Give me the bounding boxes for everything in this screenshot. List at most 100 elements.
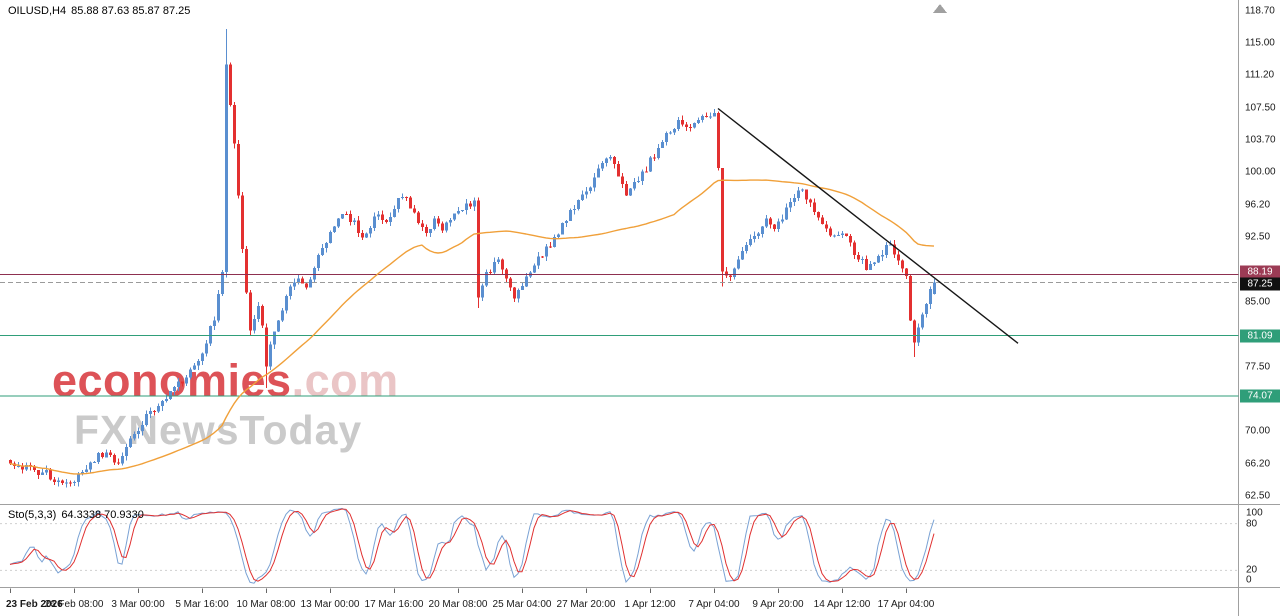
candle — [553, 234, 556, 248]
stochastic-title: Sto(5,3,3) 64.3338 70.9330 — [8, 509, 144, 521]
candle-body — [345, 214, 348, 215]
candle-body — [929, 289, 932, 305]
candle — [513, 286, 516, 303]
candle-body — [321, 248, 324, 255]
candle — [409, 196, 412, 209]
candle — [541, 256, 544, 258]
candle — [125, 444, 128, 461]
candle — [273, 331, 276, 349]
candle — [837, 231, 840, 236]
candle — [113, 453, 116, 465]
candle-body — [277, 320, 280, 332]
candle-body — [301, 278, 304, 284]
scroll-to-end-icon[interactable] — [933, 4, 947, 13]
candle-body — [477, 200, 480, 298]
candle-body — [281, 310, 284, 321]
symbol-timeframe: OILUSD,H4 — [8, 5, 67, 17]
candle-body — [205, 343, 208, 354]
candle — [305, 282, 308, 290]
stochastic-panel[interactable] — [0, 507, 1239, 584]
candle — [601, 161, 604, 171]
candle-body — [589, 187, 592, 192]
candle — [457, 206, 460, 215]
candle — [809, 198, 812, 208]
candle — [69, 480, 72, 487]
candle-body — [821, 217, 824, 225]
candle — [697, 117, 700, 124]
candle — [137, 427, 140, 439]
candle-body — [925, 304, 928, 315]
candle-body — [673, 129, 676, 133]
candle — [677, 117, 680, 132]
chart-title: OILUSD,H4 85.88 87.63 85.87 87.25 — [8, 5, 190, 17]
candle — [525, 273, 528, 287]
candle — [681, 115, 684, 127]
trendline[interactable] — [717, 107, 1019, 344]
candle — [149, 407, 152, 418]
candle — [721, 167, 724, 287]
candle — [65, 479, 68, 488]
candle — [117, 458, 120, 465]
candle-body — [69, 482, 72, 484]
candle — [921, 312, 924, 330]
candle-body — [413, 208, 416, 213]
candle — [701, 114, 704, 123]
candle-body — [97, 453, 100, 462]
candle-body — [473, 200, 476, 207]
candle-body — [341, 214, 344, 219]
candle-body — [193, 365, 196, 370]
candle-body — [637, 181, 640, 183]
candle-body — [713, 113, 716, 117]
candle-body — [721, 168, 724, 272]
candle — [533, 263, 536, 274]
candle-body — [493, 261, 496, 273]
candle — [477, 197, 480, 308]
candle-body — [461, 210, 464, 212]
candle-body — [449, 219, 452, 223]
candle-body — [537, 256, 540, 266]
candle-body — [389, 216, 392, 222]
candle — [109, 450, 112, 458]
candle — [761, 225, 764, 238]
candle — [41, 468, 44, 476]
candle-body — [309, 279, 312, 288]
candle-body — [817, 212, 820, 218]
candle-body — [409, 197, 412, 209]
candle-body — [693, 123, 696, 128]
candle — [625, 180, 628, 197]
candle-body — [41, 472, 44, 475]
candle — [453, 213, 456, 221]
candle-body — [485, 272, 488, 286]
candle — [289, 284, 292, 300]
candle-body — [785, 207, 788, 220]
candle-body — [217, 294, 220, 321]
candle — [565, 220, 568, 227]
watermark: economies.com FXNewsToday — [52, 358, 399, 451]
candle — [873, 262, 876, 267]
candle-body — [85, 469, 88, 472]
candle — [417, 211, 420, 225]
candle-body — [153, 410, 156, 412]
candles — [9, 29, 936, 488]
candle-body — [565, 221, 568, 224]
candle-body — [905, 268, 908, 277]
candle — [685, 121, 688, 132]
candle-body — [801, 189, 804, 191]
candle — [393, 205, 396, 218]
candle — [753, 231, 756, 243]
candle — [45, 465, 48, 475]
candle-body — [593, 177, 596, 188]
candle-body — [761, 226, 764, 234]
candle-body — [633, 182, 636, 189]
candle — [241, 192, 244, 254]
candle-body — [889, 244, 892, 246]
candle-body — [21, 465, 24, 470]
candle — [197, 359, 200, 370]
candle — [401, 193, 404, 200]
candle — [437, 215, 440, 227]
candle-body — [161, 400, 164, 407]
candle — [321, 244, 324, 256]
candle-body — [353, 220, 356, 223]
candle-body — [605, 158, 608, 163]
